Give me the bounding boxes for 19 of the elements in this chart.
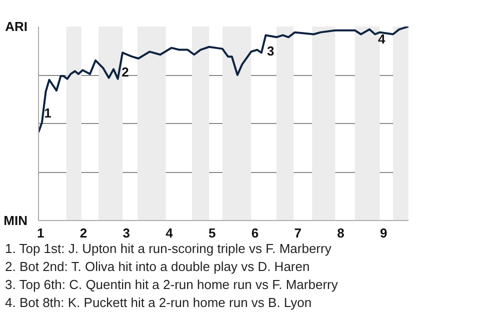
text: 2. Bot 2nd: T. Oliva hit into a double play vs D. Haren xyxy=(5,259,310,274)
annotation: 4 xyxy=(378,32,386,47)
x-tick-label: 4 xyxy=(166,226,174,240)
text: MIN xyxy=(4,213,28,228)
x-tick-label: 9 xyxy=(380,226,388,240)
annotation: 2 xyxy=(122,64,129,80)
text: ARI xyxy=(5,19,28,34)
text: 3. Top 6th: C. Quentin hit a 2-run home run vs F. Marberry xyxy=(5,277,338,292)
x-tick-label: 8 xyxy=(337,226,344,240)
x-tick-label: 7 xyxy=(294,226,302,240)
x-tick-label: 2 xyxy=(80,226,88,240)
text: 4. Bot 8th: K. Puckett hit a 2-run home run vs B. Lyon xyxy=(5,295,312,310)
annotation: 1 xyxy=(44,105,52,120)
x-tick-label: 5 xyxy=(208,226,216,240)
x-tick-label: 3 xyxy=(122,226,130,240)
text: 1. Top 1st: J. Upton hit a run-scoring triple vs F. Marberry xyxy=(5,241,332,256)
annotation: 3 xyxy=(267,43,274,58)
x-tick-label: 6 xyxy=(251,226,259,240)
x-tick-label: 1 xyxy=(37,226,44,240)
